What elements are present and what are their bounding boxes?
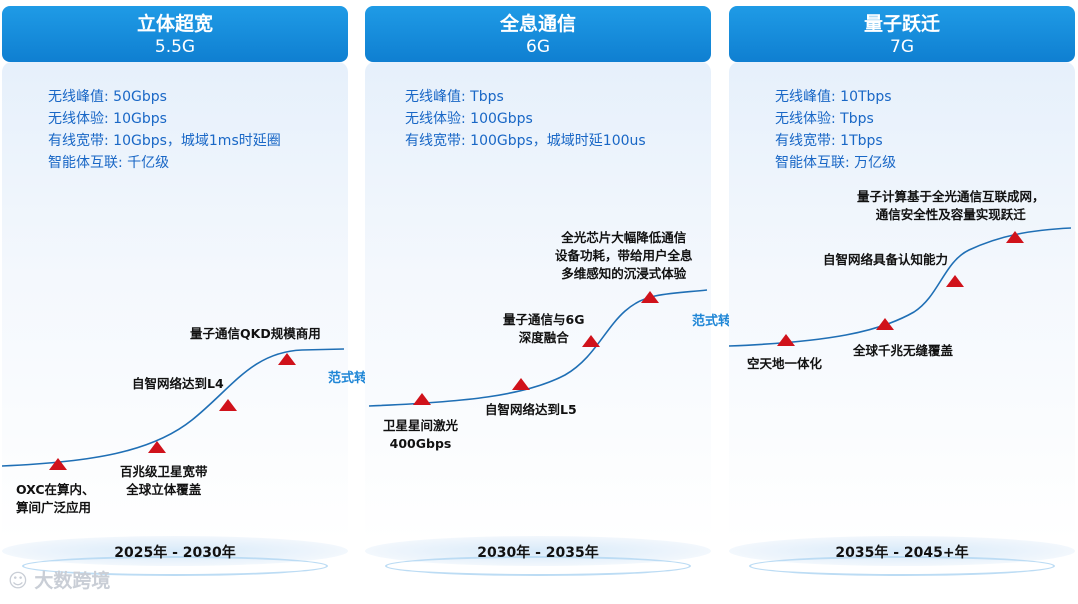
period-label: 2025年 - 2030年 [114,545,236,561]
spec-item: 有线宽带: 10Gbps，城域1ms时延圈 [48,133,281,149]
spec-item: 无线峰值: 50Gbps [48,89,167,105]
stage-title: 量子跃迁 [863,13,940,35]
stage-header: 全息通信 6G [365,6,711,62]
stage-header: 量子跃迁 7G [729,6,1075,62]
milestone-marker [641,291,659,303]
watermark-text: 大数跨境 [34,570,111,592]
spec-item: 智能体互联: 千亿级 [48,155,170,171]
spec-item: 无线峰值: 10Tbps [775,89,892,105]
spec-item: 有线宽带: 100Gbps，城域时延100us [405,133,646,149]
milestone-label: 自智网络达到L5 [485,402,577,417]
milestone-label: 量子通信QKD规模商用 [190,326,321,341]
spec-item: 智能体互联: 万亿级 [775,155,897,171]
stage-column-2: 全息通信 6G 无线峰值: Tbps 无线体验: 100Gbps 有线宽带: 1… [365,0,711,604]
milestone-marker [946,275,964,287]
stage-column-1: 立体超宽 5.5G 无线峰值: 50Gbps 无线体验: 10Gbps 有线宽带… [1,0,348,604]
period-label: 2030年 - 2035年 [477,545,599,561]
milestone-label: 空天地一体化 [747,356,823,371]
milestone-label: 全球千兆无缝覆盖 [853,343,954,358]
timeline-ring [385,556,691,576]
spec-item: 无线体验: 10Gbps [48,111,167,127]
spec-list: 无线峰值: Tbps 无线体验: 100Gbps 有线宽带: 100Gbps，城… [405,86,646,152]
curve-line [728,227,1072,347]
curve-line [368,289,708,407]
timeline-ring [22,556,328,576]
spec-list: 无线峰值: 10Tbps 无线体验: Tbps 有线宽带: 1Tbps 智能体互… [775,86,896,174]
milestone-marker [413,393,431,405]
milestone-label: 自智网络具备认知能力 [823,252,949,267]
stage-generation: 6G [526,37,550,57]
evolution-curve [368,289,708,407]
milestone-marker [49,458,67,470]
spec-item: 有线宽带: 1Tbps [775,133,883,149]
milestone-label: 百兆级卫星宽带 全球立体覆盖 [120,464,208,497]
milestone-marker [876,318,894,330]
stage-generation: 7G [890,37,914,57]
milestone-marker [219,399,237,411]
milestone-label: 全光芯片大幅降低通信 设备功耗，带给用户全息 多维感知的沉浸式体验 [555,230,693,281]
spec-item: 无线体验: Tbps [775,111,874,127]
milestone-label: 自智网络达到L4 [132,376,224,391]
milestone-marker [582,335,600,347]
milestone-label: 卫星星间激光 400Gbps [383,418,459,451]
stage-header: 立体超宽 5.5G [2,6,348,62]
milestone-label: OXC在算内、 算间广泛应用 [16,482,95,515]
period-label: 2035年 - 2045+年 [835,545,969,561]
stage-title: 全息通信 [499,13,576,35]
milestone-label: 量子通信与6G 深度融合 [503,312,585,345]
milestone-marker [1006,231,1024,243]
watermark-logo: ☺ 大数跨境 [8,566,110,593]
milestone-marker [278,353,296,365]
spec-item: 无线峰值: Tbps [405,89,504,105]
spec-item: 无线体验: 100Gbps [405,111,533,127]
milestone-marker [777,334,795,346]
spec-list: 无线峰值: 50Gbps 无线体验: 10Gbps 有线宽带: 10Gbps，城… [48,86,281,174]
curve-line [1,348,345,467]
stage-panel [729,62,1075,542]
evolution-curve [728,227,1072,347]
timeline-ring [749,556,1055,576]
milestone-label: 量子计算基于全光通信互联成网， 通信安全性及容量实现跃迁 [857,189,1045,222]
milestone-marker [512,378,530,390]
stage-column-3: 量子跃迁 7G 无线峰值: 10Tbps 无线体验: Tbps 有线宽带: 1T… [728,0,1075,604]
evolution-curve [1,348,345,470]
watermark-icon: ☺ [8,570,35,592]
stage-title: 立体超宽 [136,13,213,35]
stage-generation: 5.5G [154,37,196,57]
milestone-marker [148,441,166,453]
